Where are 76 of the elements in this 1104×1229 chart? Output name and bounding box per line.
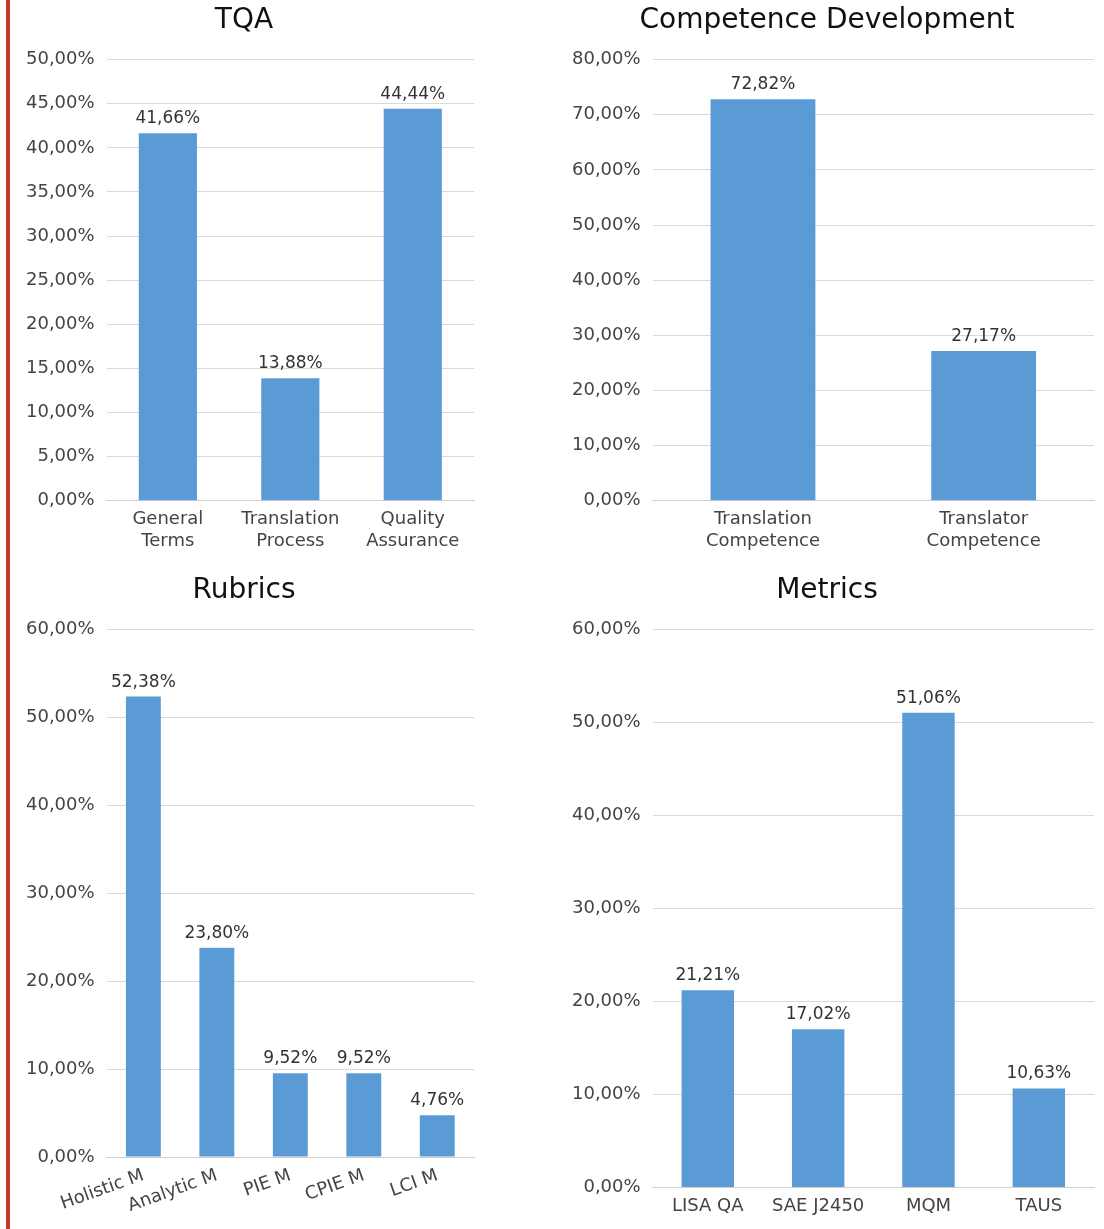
y-tick-label: 35,00% [25, 179, 95, 201]
chart-title: Metrics [776, 572, 878, 606]
data-label: 41,66% [135, 107, 201, 128]
x-tick-label: TAUS [1014, 1193, 1063, 1215]
bar [272, 1073, 308, 1157]
bar [125, 696, 161, 1157]
bar [138, 133, 197, 501]
bar [346, 1073, 382, 1157]
bar [199, 947, 235, 1157]
y-tick-label: 60,00% [25, 617, 95, 639]
y-tick-label: 0,00% [37, 488, 95, 510]
bar [1012, 1088, 1066, 1187]
y-tick-label: 40,00% [571, 803, 641, 825]
y-tick-label: 30,00% [571, 323, 641, 345]
y-tick-label: 10,00% [571, 433, 641, 455]
y-tick-label: 30,00% [25, 223, 95, 245]
y-tick-label: 0,00% [583, 488, 641, 510]
x-tick-label: LISA QA [671, 1193, 745, 1215]
x-tick-label: General Terms [132, 507, 204, 550]
x-tick-label: LCI M [386, 1163, 441, 1200]
y-tick-label: 20,00% [25, 968, 95, 990]
y-tick-label: 20,00% [571, 989, 641, 1011]
chart-title: TQA [213, 2, 274, 36]
data-label: 9,52% [336, 1047, 391, 1068]
y-tick-label: 60,00% [571, 617, 641, 639]
x-tick-label: CPIE M [301, 1163, 367, 1205]
y-tick-label: 45,00% [25, 91, 95, 113]
y-tick-label: 40,00% [25, 135, 95, 157]
data-label: 10,63% [1006, 1062, 1072, 1083]
data-label: 13,88% [257, 352, 323, 373]
bar [902, 712, 955, 1187]
bar [791, 1029, 845, 1187]
bar [419, 1115, 455, 1157]
data-label: 27,17% [951, 324, 1017, 345]
bar [261, 378, 320, 501]
data-label: 51,06% [896, 686, 961, 707]
chart-title: Competence Development [639, 2, 1015, 36]
y-tick-label: 25,00% [25, 267, 95, 289]
y-tick-label: 20,00% [571, 378, 641, 400]
y-tick-label: 10,00% [25, 1056, 95, 1078]
data-label: 23,80% [184, 921, 250, 942]
y-tick-label: 0,00% [583, 1175, 641, 1197]
data-label: 4,76% [410, 1089, 465, 1110]
y-tick-label: 10,00% [25, 400, 95, 422]
y-tick-label: 50,00% [571, 212, 641, 234]
bar [383, 108, 442, 501]
x-tick-label: MQM [905, 1193, 952, 1215]
data-label: 52,38% [110, 670, 176, 691]
y-tick-label: 80,00% [571, 47, 641, 69]
y-tick-label: 50,00% [25, 705, 95, 727]
x-tick-label: Translation Process [240, 507, 340, 550]
y-tick-label: 50,00% [571, 710, 641, 732]
data-label: 17,02% [785, 1003, 851, 1024]
y-tick-label: 60,00% [571, 157, 641, 179]
y-tick-label: 15,00% [25, 356, 95, 378]
x-tick-label: Quality Assurance [366, 507, 460, 550]
x-tick-label: PIE M [240, 1163, 294, 1200]
y-tick-label: 20,00% [25, 311, 95, 333]
y-tick-label: 30,00% [571, 896, 641, 918]
y-tick-label: 70,00% [571, 102, 641, 124]
chart-title: Rubrics [192, 572, 296, 606]
x-tick-label: SAE J2450 [772, 1193, 865, 1215]
x-tick-label: Translator Competence [926, 507, 1041, 550]
y-tick-label: 10,00% [571, 1082, 641, 1104]
bar [681, 990, 735, 1187]
data-label: 9,52% [263, 1047, 318, 1068]
data-label: 72,82% [730, 73, 796, 94]
y-tick-label: 40,00% [571, 267, 641, 289]
data-label: 21,21% [675, 964, 741, 985]
x-tick-label: Translation Competence [705, 507, 821, 550]
y-tick-label: 0,00% [37, 1144, 95, 1166]
data-label: 44,44% [380, 82, 446, 103]
y-tick-label: 5,00% [37, 444, 95, 466]
y-tick-label: 40,00% [25, 793, 95, 815]
y-tick-label: 30,00% [25, 880, 95, 902]
y-tick-label: 50,00% [25, 47, 95, 69]
